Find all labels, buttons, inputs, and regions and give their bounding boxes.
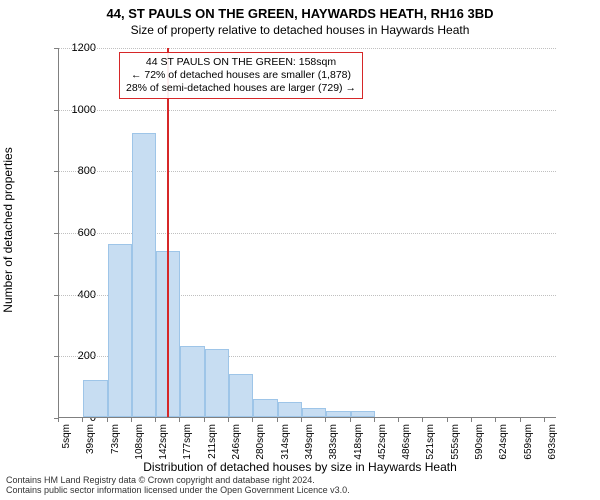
chart-plot-area: 44 ST PAULS ON THE GREEN: 158sqm ← 72% o… xyxy=(58,48,556,418)
x-tick-label: 177sqm xyxy=(182,424,193,460)
histogram-bar xyxy=(326,411,350,417)
x-tick-label: 383sqm xyxy=(328,424,339,460)
grid-line xyxy=(59,110,556,111)
annotation-line-1: 44 ST PAULS ON THE GREEN: 158sqm xyxy=(126,56,356,69)
histogram-bar xyxy=(83,380,107,417)
y-axis-label: Number of detached properties xyxy=(1,147,15,312)
annotation-box: 44 ST PAULS ON THE GREEN: 158sqm ← 72% o… xyxy=(119,52,363,99)
x-tick-label: 280sqm xyxy=(255,424,266,460)
x-tick-label: 452sqm xyxy=(377,424,388,460)
histogram-bar xyxy=(253,399,277,418)
histogram-bar xyxy=(229,374,253,417)
x-tick-label: 142sqm xyxy=(158,424,169,460)
x-tick-label: 211sqm xyxy=(207,424,218,459)
x-tick-mark xyxy=(155,418,156,422)
x-tick-mark xyxy=(82,418,83,422)
chart-title-block: 44, ST PAULS ON THE GREEN, HAYWARDS HEAT… xyxy=(0,0,600,37)
chart-title-sub: Size of property relative to detached ho… xyxy=(0,23,600,37)
x-tick-label: 39sqm xyxy=(85,424,96,454)
histogram-bar xyxy=(132,133,156,417)
x-tick-label: 486sqm xyxy=(401,424,412,460)
reference-line xyxy=(167,48,169,417)
x-tick-label: 693sqm xyxy=(547,424,558,460)
x-tick-mark xyxy=(544,418,545,422)
x-tick-mark xyxy=(447,418,448,422)
x-tick-mark xyxy=(325,418,326,422)
x-tick-mark xyxy=(252,418,253,422)
x-tick-mark xyxy=(228,418,229,422)
x-axis-label: Distribution of detached houses by size … xyxy=(0,460,600,474)
x-tick-mark xyxy=(422,418,423,422)
x-tick-mark xyxy=(471,418,472,422)
x-tick-label: 314sqm xyxy=(280,424,291,460)
x-tick-label: 349sqm xyxy=(304,424,315,460)
x-tick-mark xyxy=(277,418,278,422)
x-tick-mark xyxy=(131,418,132,422)
x-tick-mark xyxy=(58,418,59,422)
x-tick-label: 624sqm xyxy=(498,424,509,460)
x-tick-label: 418sqm xyxy=(353,424,364,460)
x-tick-label: 108sqm xyxy=(134,424,145,460)
histogram-bar xyxy=(180,346,204,417)
x-tick-mark xyxy=(301,418,302,422)
annotation-line-2: ← 72% of detached houses are smaller (1,… xyxy=(126,69,356,82)
x-tick-label: 555sqm xyxy=(450,424,461,460)
x-tick-mark xyxy=(520,418,521,422)
histogram-bar xyxy=(108,244,132,417)
histogram-bar xyxy=(302,408,326,417)
x-tick-label: 521sqm xyxy=(425,424,436,460)
x-tick-mark xyxy=(179,418,180,422)
x-tick-mark xyxy=(398,418,399,422)
annotation-line-3: 28% of semi-detached houses are larger (… xyxy=(126,82,356,95)
footer-line-2: Contains public sector information licen… xyxy=(6,486,350,496)
x-tick-label: 5sqm xyxy=(61,424,72,448)
chart-footer: Contains HM Land Registry data © Crown c… xyxy=(6,476,350,496)
grid-line xyxy=(59,48,556,49)
x-tick-label: 73sqm xyxy=(110,424,121,454)
x-tick-mark xyxy=(374,418,375,422)
x-tick-mark xyxy=(107,418,108,422)
x-tick-label: 659sqm xyxy=(523,424,534,460)
histogram-bar xyxy=(278,402,302,417)
histogram-bar xyxy=(205,349,229,417)
x-tick-mark xyxy=(204,418,205,422)
x-tick-mark xyxy=(350,418,351,422)
x-tick-mark xyxy=(495,418,496,422)
histogram-bar xyxy=(351,411,375,417)
chart-title-main: 44, ST PAULS ON THE GREEN, HAYWARDS HEAT… xyxy=(0,6,600,21)
x-tick-label: 590sqm xyxy=(474,424,485,460)
x-tick-label: 246sqm xyxy=(231,424,242,460)
